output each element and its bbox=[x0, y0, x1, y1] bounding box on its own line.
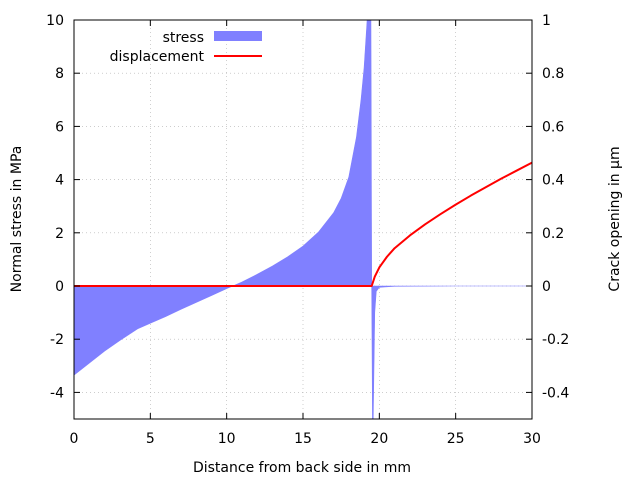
y2-tick-label: 0.8 bbox=[542, 66, 564, 82]
y-axis-title: Normal stress in MPa bbox=[9, 146, 25, 293]
legend-label-displacement: displacement bbox=[110, 49, 205, 65]
x-axis-title: Distance from back side in mm bbox=[193, 460, 411, 476]
displacement-line bbox=[74, 161, 533, 287]
y2-tick-label: -0.2 bbox=[542, 332, 569, 348]
stress-series bbox=[73, 19, 532, 420]
x-tick-label: 0 bbox=[70, 431, 79, 447]
y-tick-label: 2 bbox=[55, 226, 64, 242]
y-tick-label: 0 bbox=[55, 279, 64, 295]
x-tick-label: 5 bbox=[146, 431, 155, 447]
y2-tick-label: -0.4 bbox=[542, 385, 569, 401]
y-tick-label: 10 bbox=[46, 13, 64, 29]
y2-tick-label: 0.2 bbox=[542, 226, 564, 242]
x-tick-label: 25 bbox=[447, 431, 465, 447]
legend-label-stress: stress bbox=[163, 30, 204, 46]
y-tick-label: 4 bbox=[55, 173, 64, 189]
x-axis: 0 5 10 15 20 25 30 bbox=[70, 20, 541, 447]
y2-tick-label: 0.6 bbox=[542, 119, 564, 135]
y2-tick-label: 0.4 bbox=[542, 173, 564, 189]
plot-frame bbox=[73, 19, 533, 420]
y-tick-label: 6 bbox=[55, 119, 64, 135]
x-tick-label: 30 bbox=[523, 431, 541, 447]
y-tick-label: 8 bbox=[55, 66, 64, 82]
y2-tick-label: 1 bbox=[542, 13, 551, 29]
x-tick-label: 10 bbox=[218, 431, 236, 447]
stress-area bbox=[73, 19, 532, 420]
displacement-series bbox=[74, 161, 533, 287]
y2-tick-label: 0 bbox=[542, 279, 551, 295]
y-tick-label: -2 bbox=[50, 332, 64, 348]
y-tick-label: -4 bbox=[50, 385, 64, 401]
grid-lines bbox=[74, 20, 532, 419]
y-axis-right: -0.4 -0.2 0 0.2 0.4 0.6 0.8 1 bbox=[526, 13, 569, 401]
x-tick-label: 15 bbox=[294, 431, 312, 447]
y2-axis-title: Crack opening in µm bbox=[607, 146, 623, 291]
y-axis-left: -4 -2 0 2 4 6 8 10 bbox=[46, 13, 80, 401]
legend-swatch-stress bbox=[214, 31, 262, 41]
x-tick-label: 20 bbox=[370, 431, 388, 447]
legend: stress displacement bbox=[110, 30, 262, 65]
